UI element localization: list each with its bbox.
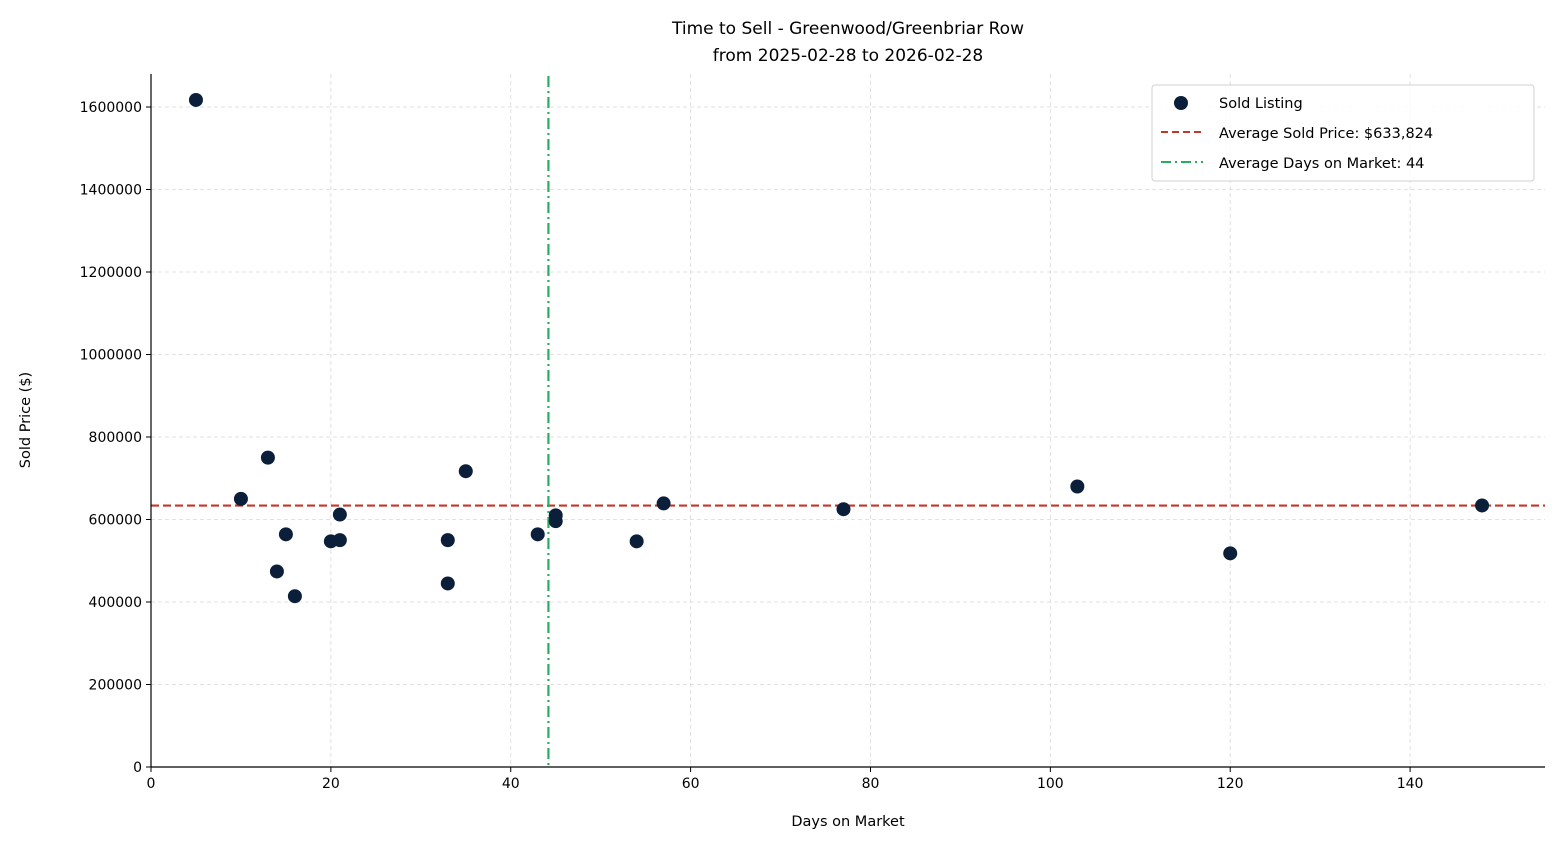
y-tick-label: 200000 [89,678,142,694]
y-tick-label: 1200000 [80,265,142,281]
axes: 0 20 40 60 80 100 120 140 0 200000 400000 600000 800… [80,74,1545,792]
y-tick-label: 1600000 [80,100,142,116]
y-tick-label: 800000 [89,430,142,446]
data-point [1223,546,1238,561]
legend-label-sold-listing: Sold Listing [1219,96,1303,112]
x-axis-label: Days on Market [791,814,905,830]
data-point [656,496,671,511]
data-point [548,514,563,529]
data-point [530,527,545,542]
x-tick-label: 60 [682,776,700,792]
legend-marker-sold-listing [1174,96,1188,110]
legend-label-avg-days: Average Days on Market: 44 [1219,156,1424,172]
x-tick-label: 80 [862,776,880,792]
data-point [332,507,347,522]
data-point [188,92,203,107]
data-point [287,589,302,604]
chart-subtitle: from 2025-02-28 to 2026-02-28 [713,46,983,66]
chart-title: Time to Sell - Greenwood/Greenbriar Row [671,19,1024,39]
data-point [629,534,644,549]
y-tick-label: 1000000 [80,348,142,364]
legend-label-avg-price: Average Sold Price: $633,824 [1219,126,1433,142]
y-axis-label: Sold Price ($) [18,372,34,468]
x-tick-label: 20 [322,776,340,792]
data-point [260,450,275,465]
data-point [332,533,347,548]
data-point [440,576,455,591]
x-tick-label: 140 [1397,776,1424,792]
x-tick-label: 40 [502,776,520,792]
x-tick-label: 120 [1217,776,1244,792]
data-point [269,564,284,579]
data-point [836,502,851,517]
legend: Sold Listing Average Sold Price: $633,82… [1151,84,1535,182]
y-tick-label: 1400000 [80,183,142,199]
legend-box [1151,84,1535,182]
data-point [278,527,293,542]
y-tick-label: 400000 [89,595,142,611]
x-tick-label: 0 [147,776,156,792]
data-points [188,92,1490,604]
data-point [458,464,473,479]
grid [151,74,1545,767]
data-point [440,533,455,548]
data-point [1475,498,1490,513]
y-tick-label: 0 [133,760,142,776]
data-point [1070,479,1085,494]
x-tick-label: 100 [1037,776,1064,792]
y-tick-label: 600000 [89,513,142,529]
data-point [233,491,248,506]
